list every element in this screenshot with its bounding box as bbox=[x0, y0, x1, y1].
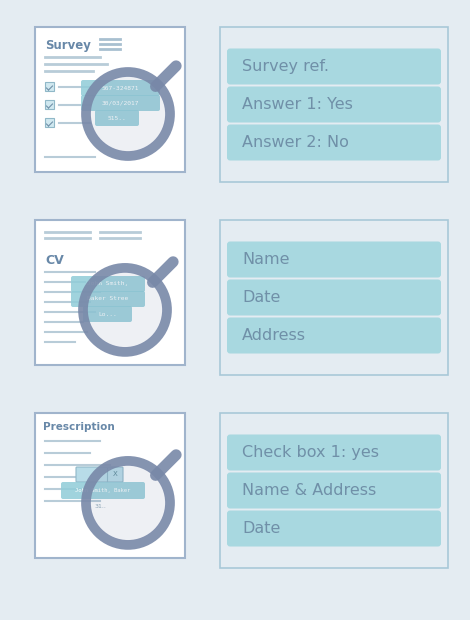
FancyBboxPatch shape bbox=[83, 306, 132, 322]
FancyBboxPatch shape bbox=[71, 291, 145, 307]
Text: Answer 2: No: Answer 2: No bbox=[242, 135, 349, 150]
FancyBboxPatch shape bbox=[227, 317, 441, 353]
Text: Date: Date bbox=[242, 521, 281, 536]
Text: Baker Stree: Baker Stree bbox=[87, 296, 129, 301]
Text: Name: Name bbox=[242, 252, 290, 267]
FancyBboxPatch shape bbox=[227, 125, 441, 161]
FancyBboxPatch shape bbox=[227, 435, 441, 471]
FancyBboxPatch shape bbox=[35, 27, 185, 172]
FancyBboxPatch shape bbox=[227, 87, 441, 123]
FancyBboxPatch shape bbox=[61, 482, 145, 499]
Circle shape bbox=[90, 465, 166, 541]
Bar bbox=[45, 118, 54, 127]
Text: Lo...: Lo... bbox=[98, 311, 117, 316]
Text: Address: Address bbox=[242, 328, 306, 343]
FancyBboxPatch shape bbox=[227, 242, 441, 278]
Text: 567-324871: 567-324871 bbox=[102, 86, 139, 91]
FancyBboxPatch shape bbox=[95, 110, 139, 126]
Bar bbox=[45, 82, 54, 91]
Text: Answer 1: Yes: Answer 1: Yes bbox=[242, 97, 353, 112]
FancyBboxPatch shape bbox=[35, 413, 185, 558]
Text: Name & Address: Name & Address bbox=[242, 483, 376, 498]
FancyBboxPatch shape bbox=[81, 80, 160, 96]
Text: Survey: Survey bbox=[45, 38, 91, 51]
FancyBboxPatch shape bbox=[76, 467, 123, 482]
Text: John Smith, Baker: John Smith, Baker bbox=[75, 488, 131, 493]
Text: Survey ref.: Survey ref. bbox=[242, 59, 329, 74]
Text: CV: CV bbox=[45, 254, 64, 267]
FancyBboxPatch shape bbox=[71, 276, 145, 292]
Text: Prescription: Prescription bbox=[43, 422, 115, 432]
FancyBboxPatch shape bbox=[227, 472, 441, 508]
Circle shape bbox=[90, 76, 166, 152]
Bar bbox=[45, 100, 54, 109]
Text: Date: Date bbox=[242, 290, 281, 305]
Text: 31..: 31.. bbox=[94, 504, 106, 509]
FancyBboxPatch shape bbox=[227, 48, 441, 84]
Text: X: X bbox=[113, 471, 118, 477]
Text: 515..: 515.. bbox=[108, 115, 126, 120]
FancyBboxPatch shape bbox=[81, 95, 160, 111]
FancyBboxPatch shape bbox=[35, 220, 185, 365]
FancyBboxPatch shape bbox=[227, 280, 441, 316]
Text: 30/03/2017: 30/03/2017 bbox=[102, 100, 139, 105]
Circle shape bbox=[87, 272, 163, 348]
FancyBboxPatch shape bbox=[227, 510, 441, 546]
Text: John Smith,: John Smith, bbox=[87, 281, 129, 286]
Text: Check box 1: yes: Check box 1: yes bbox=[242, 445, 379, 460]
